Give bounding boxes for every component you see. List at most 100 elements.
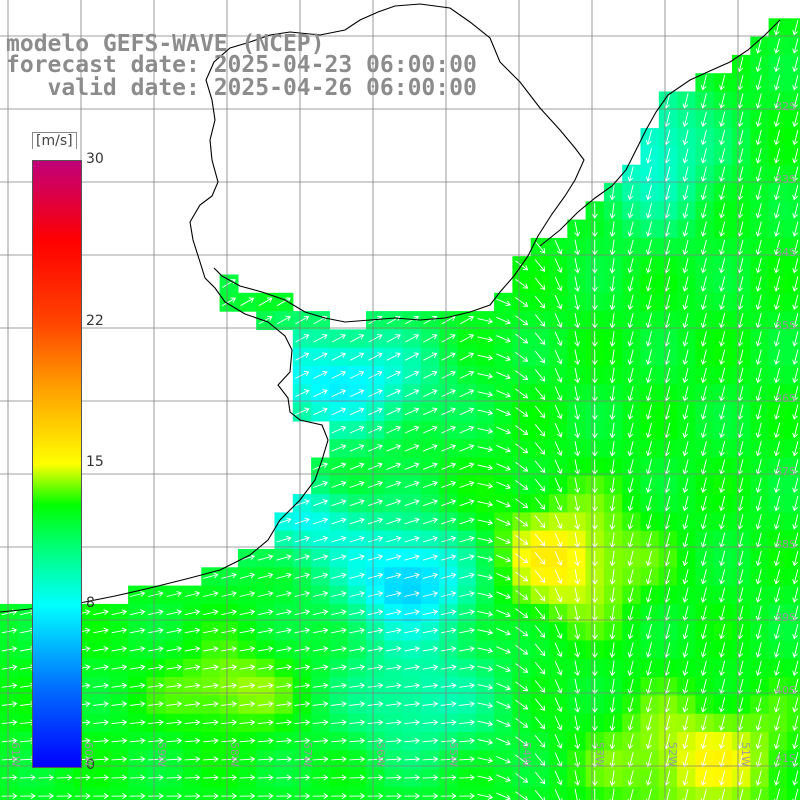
lon-label: 56W [374, 742, 387, 767]
lon-label: 57W [301, 742, 314, 767]
wind-arrow [792, 697, 799, 713]
wind-arrow [574, 605, 581, 622]
wind-arrow [719, 257, 726, 274]
wind-arrow [385, 774, 402, 781]
wind-arrow [440, 572, 457, 579]
wind-arrow [627, 715, 634, 731]
wind-arrow [700, 514, 707, 530]
wind-arrow [609, 678, 616, 695]
wind-arrow [496, 390, 511, 398]
wind-arrow [276, 701, 292, 708]
wind-arrow [441, 444, 457, 452]
wind-arrow [477, 720, 494, 727]
lat-label: 40S [775, 684, 796, 697]
wind-arrow [477, 684, 494, 691]
wind-arrow [627, 294, 634, 310]
wind-arrow [349, 535, 365, 543]
wind-arrow [645, 788, 652, 800]
wind-arrow [1, 756, 18, 763]
wind-arrow [773, 331, 781, 347]
wind-arrow [349, 701, 366, 708]
wind-arrow [609, 477, 616, 494]
wind-arrow [477, 665, 494, 672]
wind-arrow [682, 440, 689, 457]
wind-arrow [477, 574, 494, 581]
wind-arrow [459, 425, 475, 434]
wind-arrow [534, 533, 546, 547]
wind-arrow [477, 501, 494, 508]
wind-arrow [240, 297, 255, 307]
wind-arrow [554, 514, 563, 530]
wind-arrow [276, 590, 292, 597]
wind-arrow [682, 404, 689, 420]
wind-arrow [645, 203, 652, 219]
wind-arrow [477, 793, 494, 800]
wind-arrow [184, 664, 201, 671]
wind-arrow [682, 660, 689, 676]
wind-arrow [331, 425, 347, 434]
wind-arrow [441, 352, 456, 361]
wind-arrow [591, 605, 598, 622]
wind-arrow [645, 587, 652, 603]
lon-label: 60W [82, 742, 95, 767]
wind-arrow [496, 701, 511, 709]
wind-arrow [349, 480, 365, 488]
wind-arrow [349, 517, 365, 525]
wind-arrow [166, 774, 183, 781]
wind-arrow [1, 793, 18, 799]
wind-arrow [773, 422, 781, 439]
wind-arrow [221, 572, 237, 579]
wind-arrow [755, 367, 762, 384]
colorbar-tick: 30 [86, 151, 104, 167]
wind-arrow [574, 660, 581, 677]
wind-arrow [294, 756, 311, 763]
lat-label: 36S [775, 392, 796, 405]
wind-arrow [239, 756, 256, 763]
wind-arrow [422, 719, 439, 726]
wind-arrow [368, 370, 383, 379]
wind-arrow [496, 591, 511, 599]
wind-arrow [682, 697, 689, 713]
wind-arrow [404, 701, 421, 708]
wind-arrow [700, 697, 707, 713]
wind-arrow [404, 517, 420, 525]
wind-arrow [515, 626, 529, 637]
wind-arrow [349, 664, 366, 671]
wind-arrow [645, 569, 652, 585]
wind-arrow [700, 770, 707, 786]
wind-arrow [792, 422, 799, 439]
wind-cell [201, 786, 221, 800]
wind-arrow [645, 514, 652, 530]
wind-arrow [773, 111, 781, 127]
wind-arrow [477, 556, 494, 562]
wind-arrow [719, 715, 726, 731]
wind-arrow [239, 664, 256, 671]
wind-arrow [700, 257, 707, 274]
wind-arrow [93, 627, 109, 634]
wind-arrow [682, 257, 689, 274]
wind-arrow [719, 93, 726, 109]
wind-arrow [755, 56, 762, 73]
wind-arrow [755, 550, 762, 567]
wind-arrow [459, 793, 475, 799]
wind-arrow [276, 297, 291, 307]
wind-arrow [591, 440, 598, 457]
wind-arrow [574, 642, 581, 658]
wind-arrow [294, 646, 311, 652]
colorbar-tick: 15 [86, 454, 104, 470]
wind-arrow [682, 129, 689, 146]
wind-arrow [276, 315, 291, 325]
wind-arrow [574, 477, 581, 494]
wind-arrow [386, 407, 402, 416]
wind-arrow [386, 609, 402, 616]
wind-arrow [773, 569, 781, 585]
wind-arrow [239, 793, 256, 799]
wind-arrow [515, 644, 529, 655]
wind-arrow [792, 477, 799, 493]
wind-arrow [239, 682, 256, 689]
wind-arrow [93, 701, 109, 708]
wind-arrow [682, 312, 689, 329]
wind-arrow [477, 629, 494, 636]
wind-arrow [184, 719, 201, 726]
wind-arrow [459, 664, 475, 671]
